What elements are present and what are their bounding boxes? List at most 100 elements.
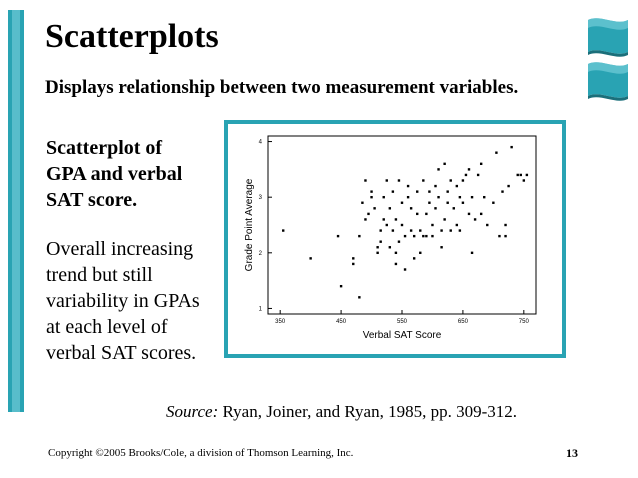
scatter-point (461, 201, 465, 204)
scatter-point (358, 296, 361, 299)
scatter-point (437, 195, 440, 199)
scatter-point (464, 173, 468, 177)
scatter-point (431, 234, 434, 238)
scatter-point (397, 179, 401, 182)
scatter-point (522, 179, 526, 182)
scatter-point (495, 151, 498, 154)
y-tick-label: 4 (259, 140, 263, 146)
scatter-point (385, 179, 388, 182)
scatter-point (394, 251, 398, 255)
page-number: 13 (566, 446, 578, 460)
scatter-point (483, 195, 486, 199)
scatter-point (409, 207, 413, 210)
desc-line: SAT score. (46, 189, 138, 211)
scatter-point (400, 201, 404, 204)
scatter-point (400, 223, 404, 227)
slide-title: Scatterplots (45, 18, 219, 55)
scatter-point (458, 229, 462, 232)
scatter-point (507, 184, 510, 188)
scatter-point (406, 195, 410, 199)
scatter-point (376, 246, 379, 249)
scatter-point (352, 257, 355, 260)
scatter-point (367, 212, 370, 216)
scatter-point (470, 195, 474, 199)
x-tick-label: 650 (458, 319, 469, 325)
scatter-point (336, 234, 340, 238)
scatter-point (440, 229, 443, 232)
scatter-point (379, 229, 382, 232)
scatter-point (382, 195, 385, 199)
scatter-point (397, 240, 401, 243)
scatter-point (309, 257, 312, 260)
scatter-point (425, 212, 428, 216)
desc-line: variability in GPAs (46, 290, 200, 312)
scatter-point (470, 251, 474, 255)
source-text: Ryan, Joiner, and Ryan, 1985, pp. 309-31… (222, 402, 517, 421)
scatter-point (479, 162, 483, 166)
scatter-point (391, 190, 395, 193)
scatter-point (376, 251, 379, 255)
desc-line: GPA and verbal (46, 163, 183, 185)
desc-line: trend but still (46, 264, 153, 286)
scatter-point (416, 212, 419, 216)
scatter-point (394, 262, 398, 266)
scatter-point (501, 190, 504, 193)
scatter-point (443, 162, 446, 166)
scatter-point (422, 234, 425, 238)
scatterplot-frame: 1 2 3 4 350 450 550 650 750 Verbal SAT Score Gr… (224, 120, 566, 358)
scatter-point (388, 207, 392, 210)
scatter-point (412, 234, 416, 238)
scatter-point (373, 207, 376, 210)
scatter-point (385, 223, 388, 227)
scatter-point (403, 268, 407, 271)
scatter-point (382, 218, 385, 221)
source-label: Source: (166, 402, 219, 421)
scatter-point (394, 218, 398, 221)
scatter-point (409, 229, 413, 232)
x-tick-label: 350 (275, 319, 286, 325)
scatter-point (476, 173, 480, 177)
scatter-point (379, 240, 382, 243)
scatter-point (519, 173, 522, 177)
scatter-point (419, 229, 422, 232)
y-tick-label: 3 (259, 195, 263, 201)
x-tick-label: 750 (519, 319, 530, 325)
scatter-point (428, 201, 431, 204)
scatter-point (467, 212, 471, 216)
scatter-point (364, 218, 367, 221)
scatter-point (403, 234, 407, 238)
scatter-point (452, 207, 455, 210)
scatter-point (434, 207, 437, 210)
scatter-point (339, 284, 343, 288)
scatter-point (473, 218, 477, 221)
scatter-point (449, 229, 452, 232)
scatter-point (412, 257, 416, 260)
copyright-footer: Copyright ©2005 Brooks/Cole, a division … (48, 447, 354, 459)
desc-line: Overall increasing (46, 238, 194, 260)
y-tick-label: 1 (259, 306, 263, 312)
scatter-point (282, 229, 285, 232)
slide-subtitle: Displays relationship between two measur… (45, 77, 519, 98)
scatter-point (370, 190, 373, 193)
scatter-point (358, 234, 361, 238)
scatter-point (510, 145, 513, 149)
scatter-point (504, 223, 507, 227)
scatter-point (431, 223, 434, 227)
source-citation: Source: Ryan, Joiner, and Ryan, 1985, pp… (166, 402, 517, 422)
scatter-point (361, 201, 364, 204)
desc-line: verbal SAT scores. (46, 342, 197, 364)
trend-description: Overall increasing trend but still varia… (46, 236, 221, 366)
scatter-point (422, 179, 425, 182)
scatter-point (446, 190, 449, 193)
scatter-point (486, 223, 489, 227)
x-tick-label: 550 (397, 319, 408, 325)
ribbon-icon (588, 18, 628, 57)
ribbon-icon (588, 62, 628, 101)
scatter-point (437, 168, 440, 171)
scatter-point (416, 190, 419, 193)
scatter-point (455, 184, 459, 188)
scatter-point (388, 246, 392, 249)
left-accent-bar (8, 10, 24, 412)
scatter-point (467, 168, 471, 171)
scatter-point (479, 212, 483, 216)
